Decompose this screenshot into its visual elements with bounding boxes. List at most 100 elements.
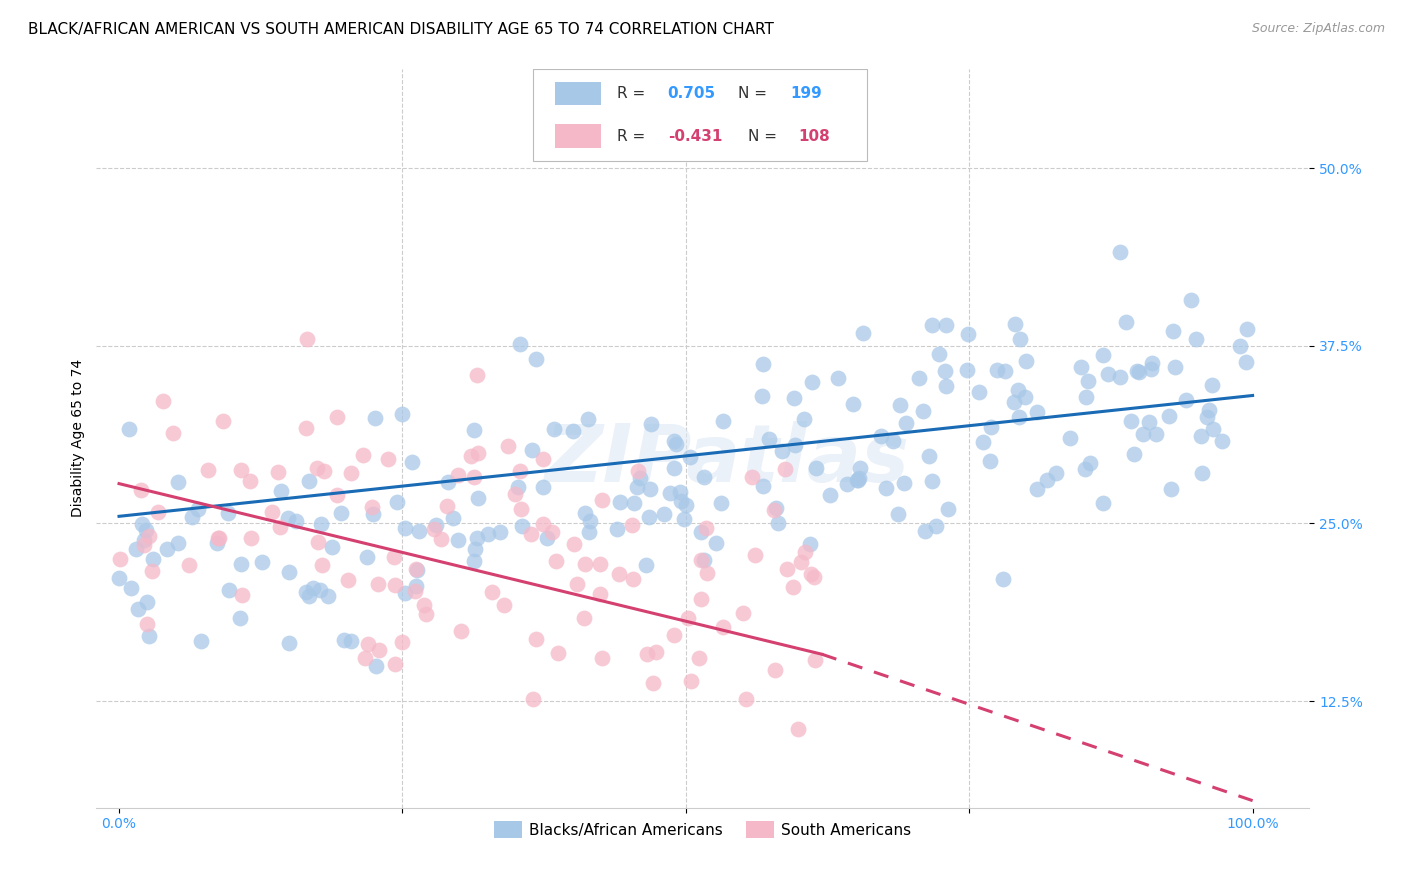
Point xyxy=(436,499,458,513)
Point xyxy=(800,566,823,581)
Point xyxy=(1091,496,1114,510)
Point xyxy=(108,552,131,566)
Point xyxy=(1115,315,1137,329)
Point xyxy=(152,393,174,408)
Point xyxy=(465,531,488,545)
Point xyxy=(852,326,875,340)
Point xyxy=(405,579,427,593)
Point xyxy=(1121,414,1143,428)
Point xyxy=(1007,383,1029,397)
Point xyxy=(352,448,374,462)
Point xyxy=(775,461,797,475)
Point xyxy=(848,471,870,485)
Point xyxy=(1004,317,1026,331)
Point xyxy=(627,464,650,478)
Point xyxy=(522,443,544,458)
Point xyxy=(187,501,209,516)
Point xyxy=(1008,409,1031,424)
Point xyxy=(312,464,335,478)
Point xyxy=(925,518,948,533)
Point xyxy=(547,646,569,660)
Legend: Blacks/African Americans, South Americans: Blacks/African Americans, South American… xyxy=(488,814,918,845)
Point xyxy=(250,555,273,569)
Point xyxy=(141,564,163,578)
Point xyxy=(364,411,387,425)
Point xyxy=(589,587,612,601)
Point xyxy=(1059,431,1081,445)
Point xyxy=(1077,375,1099,389)
Point xyxy=(1122,447,1144,461)
Point xyxy=(956,326,979,341)
Point xyxy=(450,624,472,638)
Point xyxy=(447,467,470,482)
Point xyxy=(544,553,567,567)
Point xyxy=(765,500,787,515)
Point xyxy=(311,558,333,573)
Point xyxy=(463,470,485,484)
Point xyxy=(1161,324,1184,338)
Point xyxy=(562,537,585,551)
Point xyxy=(240,531,263,545)
Point xyxy=(278,636,301,650)
Point xyxy=(385,495,408,509)
Point xyxy=(695,520,717,534)
Point xyxy=(693,553,716,567)
Point xyxy=(138,529,160,543)
Point xyxy=(818,487,841,501)
Point xyxy=(991,572,1014,586)
Point xyxy=(117,422,139,436)
Point xyxy=(460,449,482,463)
Point xyxy=(775,562,797,576)
Point xyxy=(1191,466,1213,480)
Point xyxy=(333,633,356,648)
Point xyxy=(1175,392,1198,407)
Point xyxy=(1074,462,1097,476)
Point xyxy=(360,500,382,514)
FancyBboxPatch shape xyxy=(533,69,866,161)
Point xyxy=(1144,426,1167,441)
Point xyxy=(638,510,661,524)
Point xyxy=(146,505,169,519)
Point xyxy=(827,370,849,384)
Point xyxy=(404,583,426,598)
Point xyxy=(1015,354,1038,368)
Point xyxy=(1091,348,1114,362)
Point xyxy=(669,494,692,508)
Text: ZIPatlas: ZIPatlas xyxy=(544,421,910,500)
Point xyxy=(679,450,702,464)
Point xyxy=(167,536,190,550)
Point xyxy=(531,516,554,531)
Point xyxy=(793,411,815,425)
Point xyxy=(405,562,427,576)
Point xyxy=(229,557,252,571)
Point xyxy=(494,598,516,612)
Point xyxy=(1014,390,1036,404)
Point xyxy=(205,535,228,549)
Point xyxy=(125,541,148,556)
Point xyxy=(579,514,602,528)
Point xyxy=(167,475,190,489)
Point xyxy=(803,570,825,584)
Point xyxy=(652,507,675,521)
Point xyxy=(270,483,292,498)
Point xyxy=(887,507,910,521)
Point xyxy=(1035,473,1057,487)
Point xyxy=(197,463,219,477)
Point xyxy=(928,347,950,361)
Point xyxy=(662,434,685,448)
Point xyxy=(800,376,823,390)
Point xyxy=(330,506,353,520)
Point xyxy=(1045,466,1067,480)
Point xyxy=(465,368,488,382)
Point xyxy=(1234,355,1257,369)
Point xyxy=(1164,360,1187,375)
Point xyxy=(842,397,865,411)
Point xyxy=(429,533,451,547)
Point xyxy=(298,474,321,488)
Point xyxy=(972,434,994,449)
Point xyxy=(131,483,153,498)
Point xyxy=(640,417,662,431)
Point xyxy=(207,532,229,546)
Point xyxy=(1076,390,1098,404)
Point xyxy=(751,479,773,493)
